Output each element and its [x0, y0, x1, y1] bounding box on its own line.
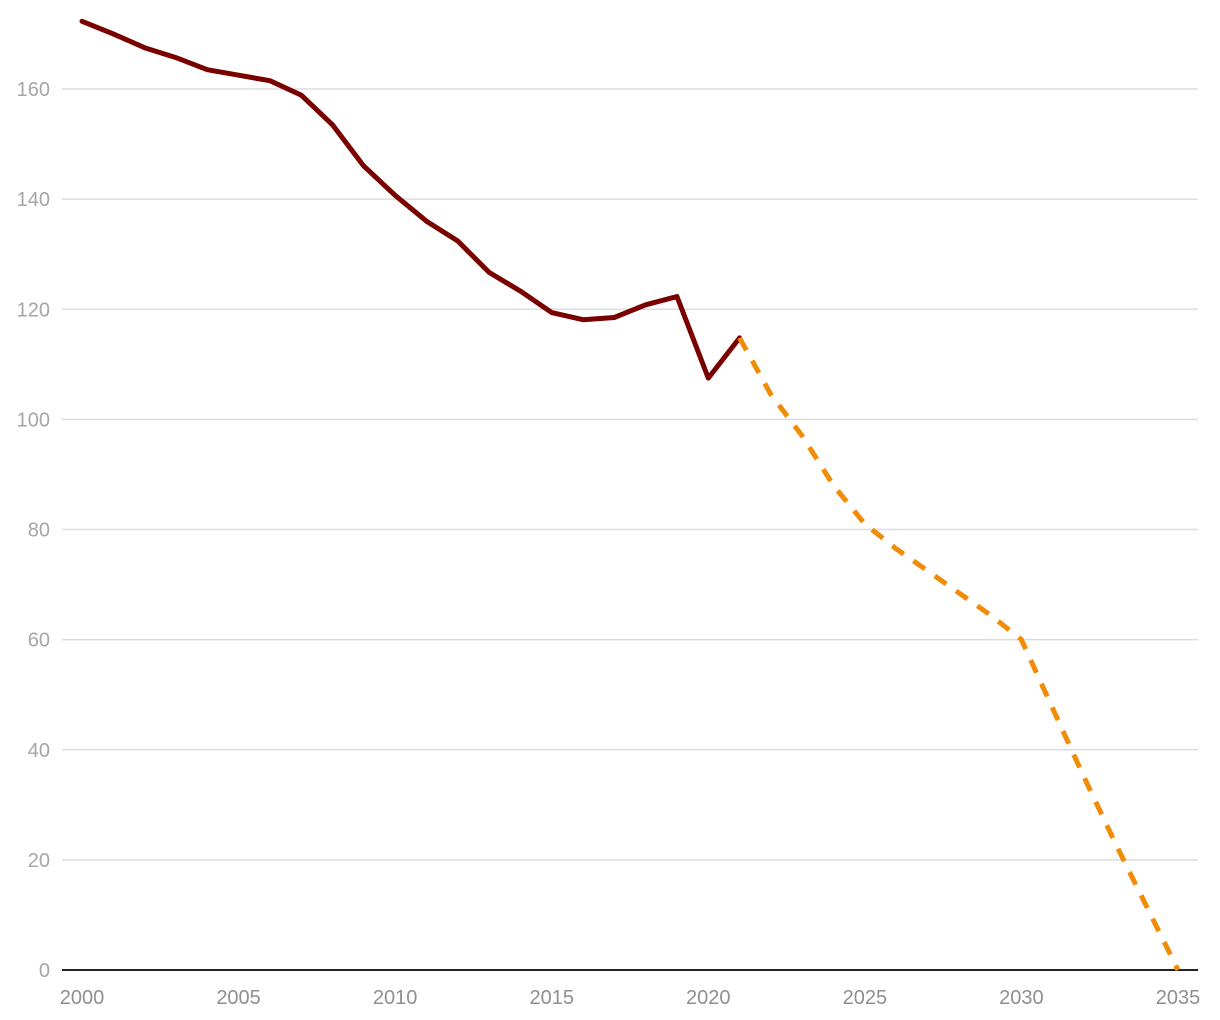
y-axis-ticks: 0 20 40 60 80 100 120 140 160	[17, 79, 50, 982]
x-tick-label: 2020	[686, 987, 731, 1009]
y-tick-label: 160	[17, 79, 50, 101]
y-tick-label: 20	[28, 850, 50, 872]
historical-series-line	[79, 18, 743, 381]
y-tick-label: 140	[17, 189, 50, 211]
projection-series-line	[737, 336, 1181, 972]
x-tick-label: 2010	[373, 987, 418, 1009]
y-tick-label: 60	[28, 630, 50, 652]
x-axis-ticks: 2000 2005 2010 2015 2020 2025 2030 2035	[60, 987, 1201, 1009]
gridlines	[62, 88, 1198, 861]
y-tick-label: 80	[28, 520, 50, 542]
x-tick-label: 2030	[999, 987, 1044, 1009]
x-tick-label: 2005	[216, 987, 261, 1009]
series-lines	[79, 18, 1181, 972]
x-tick-label: 2035	[1156, 987, 1201, 1009]
y-tick-label: 0	[39, 960, 50, 982]
y-tick-label: 120	[17, 299, 50, 321]
y-tick-label: 40	[28, 740, 50, 762]
x-tick-label: 2025	[843, 987, 888, 1009]
x-tick-label: 2000	[60, 987, 105, 1009]
y-tick-label: 100	[17, 409, 50, 431]
x-tick-label: 2015	[529, 987, 574, 1009]
